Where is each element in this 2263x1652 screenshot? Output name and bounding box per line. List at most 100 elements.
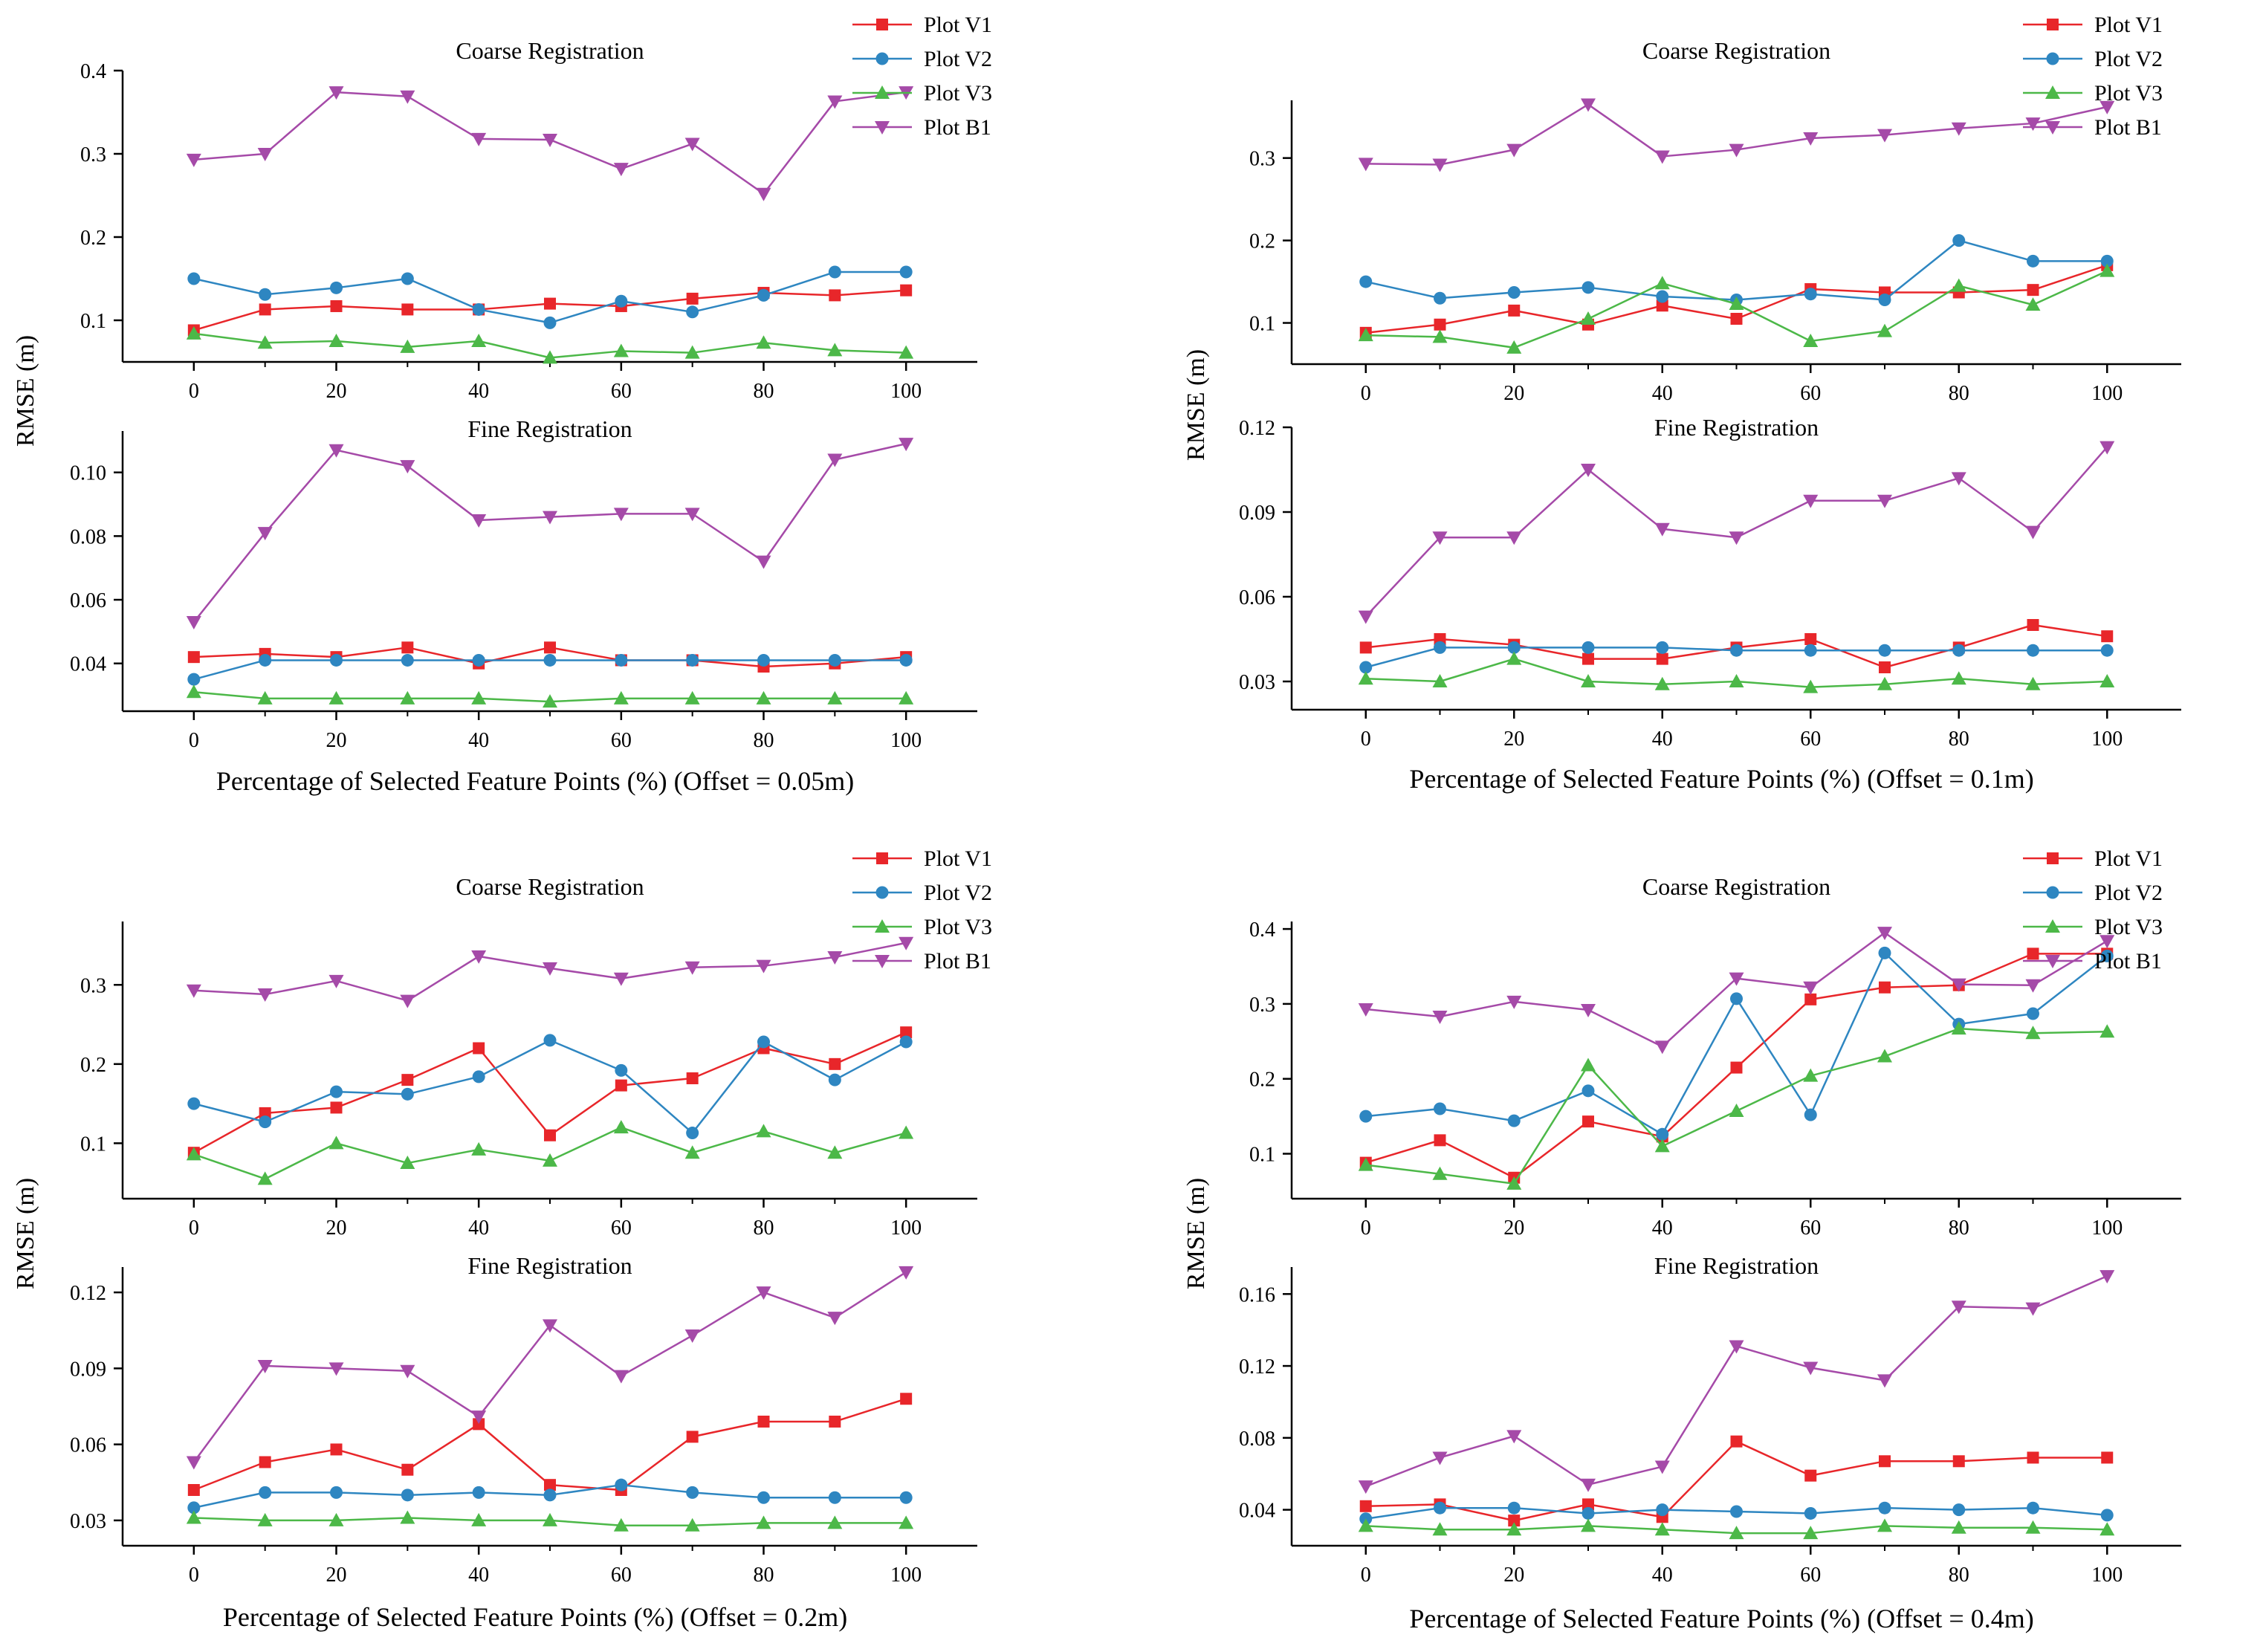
coarse-panel: 0 20 40 60 80 100 0.1 0.2 0.3 Coarse Registration…	[80, 846, 992, 1240]
data-point	[2099, 674, 2115, 687]
data-point	[2100, 644, 2114, 657]
data-point	[1432, 674, 1448, 687]
data-point	[1581, 641, 1595, 654]
x-tick-label: 20	[326, 1564, 347, 1587]
legend: Plot V1 Plot V2 Plot V3 Plot B1	[852, 846, 992, 974]
data-point	[1803, 1361, 1819, 1376]
data-point	[1582, 1115, 1594, 1128]
data-point	[1878, 946, 1891, 959]
legend-label: Plot V3	[924, 81, 992, 106]
data-point	[613, 343, 629, 357]
data-point	[1581, 464, 1596, 477]
y-tick-label: 0.3	[80, 974, 106, 997]
x-tick-label: 60	[611, 729, 632, 752]
legend-label: Plot V2	[2094, 881, 2163, 905]
data-point	[328, 444, 344, 458]
y-tick-label: 0.3	[1249, 994, 1275, 1017]
data-point	[1581, 1084, 1595, 1098]
x-axis-label: Percentage of Selected Feature Points (%…	[216, 766, 854, 796]
data-point	[2100, 949, 2114, 962]
legend-marker	[875, 886, 889, 899]
x-tick-label: 0	[1361, 1564, 1371, 1587]
data-point	[328, 334, 344, 347]
y-axis-label: RMSE (m)	[1182, 1178, 1210, 1289]
data-point	[1877, 927, 1892, 941]
x-tick-label: 20	[326, 729, 347, 752]
data-point	[2099, 100, 2115, 114]
data-point	[1879, 661, 1891, 673]
data-point	[827, 95, 843, 109]
y-tick-label: 0.1	[80, 310, 106, 333]
fine-panel: 0 20 40 60 80 100 0.03 0.06 0.09 0.12 Fine Registr…	[70, 1252, 977, 1587]
x-tick-label: 60	[611, 380, 632, 403]
legend-label: Plot V2	[924, 881, 992, 905]
data-point	[828, 653, 841, 667]
data-point	[1729, 1104, 1744, 1118]
data-point	[828, 1491, 841, 1504]
y-tick-label: 0.4	[80, 60, 106, 83]
data-point	[471, 132, 487, 146]
legend-label: Plot V2	[924, 47, 992, 71]
data-point	[2025, 525, 2041, 540]
y-tick-label: 0.1	[1249, 1144, 1275, 1167]
data-point	[1804, 993, 1817, 1005]
data-point	[899, 1491, 913, 1504]
data-point	[187, 1501, 201, 1515]
data-point	[473, 1042, 485, 1055]
data-point	[1358, 1002, 1373, 1017]
data-point	[615, 1079, 627, 1092]
panel-title: Coarse Registration	[456, 873, 644, 900]
x-tick-label: 40	[1652, 1564, 1673, 1587]
data-point	[259, 1456, 271, 1468]
data-point	[400, 994, 415, 1008]
x-tick-label: 80	[1949, 728, 1969, 751]
data-point	[471, 1410, 487, 1425]
data-point	[756, 690, 771, 704]
data-point	[543, 511, 557, 525]
data-point	[543, 1034, 557, 1047]
fine-panel: 0 20 40 60 80 100 0.04 0.06 0.08 0.10 Fine Registr…	[70, 415, 977, 752]
data-point	[1432, 158, 1448, 172]
x-tick-label: 80	[1949, 382, 1969, 405]
data-point	[686, 653, 699, 667]
panel-title: Coarse Registration	[1642, 873, 1830, 900]
data-point	[257, 148, 273, 161]
legend-label: Plot V3	[924, 915, 992, 939]
data-point	[257, 1171, 273, 1185]
data-point	[1359, 661, 1373, 674]
data-point	[544, 1129, 556, 1141]
data-point	[756, 187, 771, 201]
data-point	[2100, 1509, 2114, 1522]
data-point	[2100, 254, 2114, 268]
panel-title: Fine Registration	[467, 415, 632, 442]
data-point	[543, 962, 557, 976]
data-point	[2027, 948, 2039, 960]
fine-panel: 0 20 40 60 80 100 0.03 0.06 0.09 0.12 Fine Registr…	[1239, 414, 2181, 751]
data-point	[1951, 1520, 1966, 1534]
data-point	[1654, 676, 1670, 690]
series-plot-b1	[186, 936, 914, 1008]
data-point	[1878, 1501, 1891, 1515]
x-tick-label: 0	[1361, 382, 1371, 405]
x-tick-label: 40	[1652, 1217, 1673, 1240]
data-point	[259, 1115, 272, 1129]
x-tick-label: 20	[1503, 1217, 1524, 1240]
data-point	[1508, 1515, 1521, 1527]
data-point	[1434, 1102, 1446, 1115]
chart-4: 0 20 40 60 80 100 0.1 0.2 0.3 0.4 Coarse Registrat…	[1182, 846, 2181, 1633]
data-point	[1358, 671, 1373, 685]
chart-1: 0 20 40 60 80 100 0.1 0.2 0.3 0.4 Coarse Registrat…	[12, 13, 992, 796]
data-point	[1951, 278, 1966, 292]
series-plot-b1	[186, 438, 914, 630]
data-point	[473, 1418, 485, 1431]
y-tick-label: 0.3	[80, 143, 106, 166]
x-tick-label: 60	[611, 1564, 632, 1587]
data-point	[1656, 652, 1668, 665]
data-point	[1656, 290, 1669, 303]
data-point	[328, 974, 344, 988]
data-point	[613, 508, 629, 522]
legend: Plot V1 Plot V2 Plot V3 Plot B1	[2023, 13, 2163, 140]
data-point	[1803, 981, 1819, 995]
y-tick-label: 0.12	[70, 1282, 106, 1305]
data-point	[684, 508, 700, 522]
